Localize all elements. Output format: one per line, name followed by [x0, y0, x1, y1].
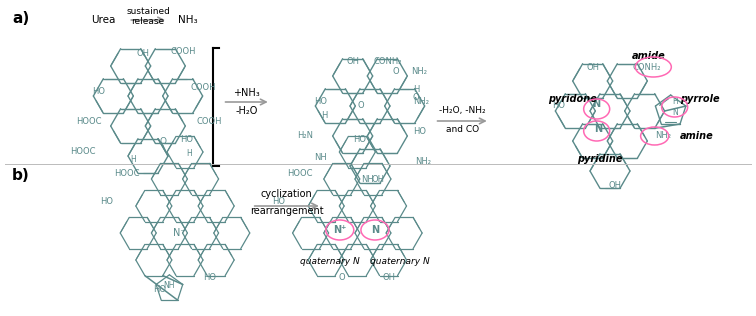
Text: sustained: sustained [126, 8, 170, 16]
Text: -H₂O: -H₂O [235, 106, 258, 116]
Text: OH: OH [382, 274, 395, 283]
Text: amide: amide [632, 51, 666, 61]
Text: HOOC: HOOC [114, 169, 140, 179]
Text: NH₂: NH₂ [655, 131, 671, 141]
Text: COOH: COOH [170, 47, 196, 57]
Text: N: N [593, 99, 601, 109]
Text: HOOC: HOOC [70, 147, 95, 155]
Text: and CO: and CO [445, 125, 479, 135]
Text: -H₂O, -NH₂: -H₂O, -NH₂ [438, 106, 485, 116]
Text: O: O [339, 274, 345, 283]
Text: NH: NH [163, 281, 175, 290]
Text: HO: HO [413, 126, 426, 136]
Text: a): a) [12, 11, 29, 26]
Text: OH: OH [609, 180, 621, 190]
Text: O: O [160, 137, 166, 145]
Text: pyrrole: pyrrole [680, 94, 719, 104]
Text: N: N [371, 225, 379, 235]
Text: H
N: H N [672, 97, 677, 117]
Text: rearrangement: rearrangement [250, 206, 324, 216]
Text: cyclization: cyclization [261, 189, 313, 199]
Text: Urea: Urea [91, 15, 116, 25]
Text: OH: OH [586, 63, 600, 71]
Text: pyridone: pyridone [547, 94, 596, 104]
Text: CONH₂: CONH₂ [632, 63, 661, 71]
Text: NH: NH [361, 175, 374, 185]
Text: HO: HO [553, 101, 565, 111]
Text: H₂N: H₂N [297, 131, 313, 141]
Text: release: release [132, 16, 165, 26]
Text: N⁻: N⁻ [172, 228, 185, 238]
Text: HO: HO [153, 285, 166, 295]
Text: NH₂: NH₂ [413, 96, 429, 106]
Text: HO: HO [353, 136, 366, 144]
Text: COOH: COOH [191, 83, 216, 93]
Text: H: H [321, 112, 327, 120]
Text: b): b) [12, 168, 29, 183]
Text: HOOC: HOOC [76, 117, 101, 125]
Text: OH: OH [371, 175, 385, 185]
Text: O: O [413, 93, 420, 101]
Text: H: H [186, 149, 191, 159]
Text: HO: HO [314, 96, 327, 106]
Text: pyridine: pyridine [578, 154, 623, 164]
Text: H: H [413, 84, 419, 94]
Text: HO: HO [181, 136, 194, 144]
Text: quaternary N: quaternary N [370, 257, 430, 265]
Text: O: O [358, 101, 364, 111]
Text: NH₂: NH₂ [411, 66, 426, 76]
Text: CONH₂: CONH₂ [373, 58, 401, 66]
Text: HO: HO [100, 197, 113, 205]
Text: HO: HO [203, 274, 216, 283]
Text: HOOC: HOOC [287, 169, 312, 179]
Text: OH: OH [137, 50, 150, 58]
Text: N: N [595, 124, 603, 134]
Text: HO: HO [272, 197, 285, 205]
Text: H: H [130, 155, 135, 165]
Text: NH₂: NH₂ [414, 156, 431, 166]
Text: OH: OH [346, 58, 359, 66]
Text: COOH: COOH [197, 117, 222, 125]
Text: NH: NH [314, 154, 327, 162]
Text: NH₃: NH₃ [178, 15, 198, 25]
Text: quaternary N: quaternary N [300, 257, 360, 265]
Text: O: O [392, 66, 398, 76]
Text: +NH₃: +NH₃ [234, 88, 260, 98]
Text: HO: HO [92, 87, 105, 95]
Text: N⁺: N⁺ [333, 225, 346, 235]
Text: amine: amine [680, 131, 714, 141]
